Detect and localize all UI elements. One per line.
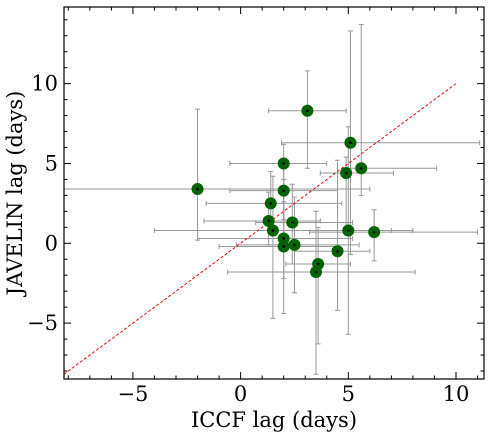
x-axis-label: ICCF lag (days) — [191, 408, 357, 432]
points-layer — [191, 104, 381, 279]
data-point-center-5 — [282, 189, 286, 193]
one-to-one-line — [64, 83, 457, 375]
data-point-center-6 — [282, 237, 286, 240]
data-point-center-15 — [346, 229, 350, 232]
plot-frame — [63, 6, 485, 380]
errorbar-layer — [64, 24, 481, 375]
data-point-center-10 — [305, 109, 309, 113]
data-point-center-0 — [196, 187, 199, 191]
y-tick-label: 5 — [45, 151, 58, 175]
data-point-center-18 — [372, 230, 376, 234]
y-tick-label: 10 — [31, 72, 58, 96]
data-point-center-7 — [282, 245, 286, 248]
data-point-center-8 — [290, 221, 294, 224]
x-tick-label: 0 — [234, 382, 247, 406]
y-tick-label: 0 — [45, 231, 58, 255]
x-tick-label: 5 — [342, 382, 355, 406]
data-point-center-1 — [267, 219, 271, 223]
ticks-layer: −5 0 5 10 −5 0 5 10 — [27, 7, 484, 406]
data-point-center-17 — [359, 166, 363, 170]
data-point-center-4 — [282, 162, 286, 165]
reference-line-layer — [64, 83, 457, 375]
data-point-center-3 — [271, 229, 275, 232]
data-point-center-11 — [314, 270, 318, 274]
y-axis-label: JAVELIN lag (days) — [3, 91, 27, 298]
x-tick-label: −5 — [117, 382, 148, 406]
data-point-center-14 — [344, 171, 348, 175]
data-point-center-13 — [336, 249, 339, 253]
y-tick-label: −5 — [27, 311, 58, 335]
data-point-center-12 — [316, 262, 320, 266]
x-tick-label: 10 — [443, 382, 470, 406]
data-point-center-16 — [349, 141, 352, 145]
data-point-center-2 — [269, 201, 273, 205]
data-point-center-9 — [293, 243, 296, 247]
